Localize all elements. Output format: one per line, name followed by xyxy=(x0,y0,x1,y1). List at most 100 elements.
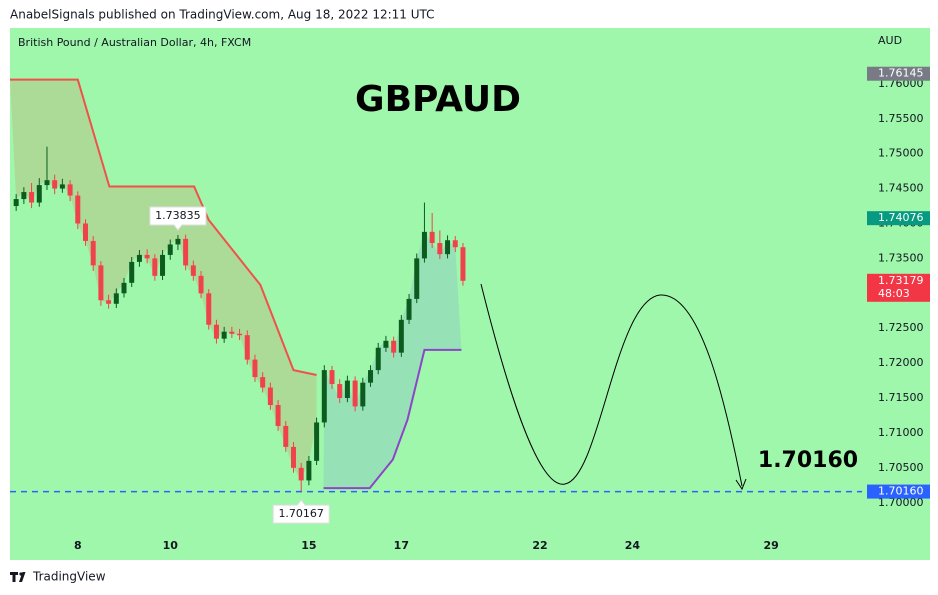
candle-body xyxy=(160,254,166,276)
candle-body xyxy=(21,192,27,200)
x-tick-label: 29 xyxy=(763,539,778,552)
candle-body xyxy=(144,254,150,259)
candle-body xyxy=(244,335,250,360)
plot-layer: 1.70000 1.70500 1.71000 1.71500 1.72000 1.725… xyxy=(10,66,930,552)
candle-body xyxy=(321,370,327,423)
candle-body xyxy=(206,293,212,325)
candle-body xyxy=(90,240,96,266)
candle-body xyxy=(290,446,296,468)
y-tick-label: 1.75000 xyxy=(878,147,924,160)
price-label: 1.74076 xyxy=(878,211,924,224)
candle-body xyxy=(175,238,181,245)
callout-label: 1.73835 xyxy=(155,209,201,222)
candle-body xyxy=(29,192,35,203)
y-tick-label: 1.71000 xyxy=(878,426,924,439)
candle-body xyxy=(52,180,58,189)
candle-body xyxy=(59,184,65,189)
x-tick-label: 10 xyxy=(163,539,179,552)
price-label-box xyxy=(867,66,930,81)
candle-body xyxy=(167,244,173,255)
candle-body xyxy=(329,370,335,385)
candle-body xyxy=(198,275,204,294)
publisher-line: AnabelSignals published on TradingView.c… xyxy=(10,8,435,22)
x-tick-label: 8 xyxy=(74,539,82,552)
y-tick-label: 1.74500 xyxy=(878,182,924,195)
footer-brand: TradingView xyxy=(32,570,106,584)
x-tick-label: 15 xyxy=(301,539,316,552)
indicator-line xyxy=(10,78,317,376)
y-tick-label: 1.72500 xyxy=(878,321,924,334)
candle-body xyxy=(375,347,381,371)
projection-arrowhead xyxy=(735,478,747,491)
x-tick-label: 17 xyxy=(394,539,409,552)
candle-body xyxy=(121,282,127,294)
callout-label: 1.70167 xyxy=(278,507,324,520)
chart-title: GBPAUD xyxy=(355,79,521,120)
candle-body xyxy=(275,405,281,426)
candle-body xyxy=(344,380,350,399)
candle-body xyxy=(360,382,366,407)
candle-body xyxy=(75,195,81,224)
indicator-area xyxy=(323,231,462,489)
candle-body xyxy=(406,298,412,320)
candle-body xyxy=(106,300,112,304)
price-label: 1.70160 xyxy=(878,485,924,498)
candle-body xyxy=(414,258,420,299)
price-sublabel: 48:03 xyxy=(878,287,910,300)
candle-body xyxy=(460,247,466,281)
level-annotation: 1.70160 xyxy=(758,448,858,473)
y-tick-label: 1.73500 xyxy=(878,251,924,264)
footer-logo xyxy=(10,572,26,582)
candle-body xyxy=(368,370,374,383)
currency-label: AUD xyxy=(878,34,902,47)
symbol-label: British Pound / Australian Dollar, 4h, F… xyxy=(18,36,251,49)
candle-body xyxy=(252,359,258,378)
candle-body xyxy=(221,331,227,339)
candle-body xyxy=(391,340,397,353)
price-label: 1.76145 xyxy=(878,67,924,80)
candle-body xyxy=(229,331,235,334)
indicator-line xyxy=(323,348,462,490)
y-tick-label: 1.71500 xyxy=(878,391,924,404)
price-label-box xyxy=(867,273,930,302)
x-tick-label: 22 xyxy=(532,539,547,552)
price-label-box xyxy=(867,211,930,226)
candle-body xyxy=(190,265,196,276)
projection-curve xyxy=(480,283,743,487)
candle-body xyxy=(44,180,50,186)
candle-body xyxy=(437,243,443,255)
candle-body xyxy=(267,387,273,406)
candle-body xyxy=(136,254,142,262)
candle-body xyxy=(36,185,42,203)
candle-body xyxy=(298,467,304,481)
candle-body xyxy=(152,258,158,276)
candle-body xyxy=(398,319,404,353)
candle-body xyxy=(67,184,73,196)
candle-body xyxy=(113,293,119,304)
y-tick-label: 1.75500 xyxy=(878,112,924,125)
callout-box xyxy=(272,499,330,524)
candle-body xyxy=(213,324,219,339)
callout-box xyxy=(149,206,207,231)
candle-body xyxy=(129,261,135,283)
y-tick-label: 1.70000 xyxy=(878,496,924,509)
candle-body xyxy=(452,240,458,248)
candle-body xyxy=(337,384,343,399)
price-label: 1.73179 xyxy=(878,274,924,287)
y-tick-label: 1.70500 xyxy=(878,461,924,474)
candle-body xyxy=(421,231,427,259)
plot-background xyxy=(10,28,930,560)
candle-body xyxy=(237,333,243,336)
candle-body xyxy=(306,460,312,481)
candle-body xyxy=(429,231,435,244)
candle-body xyxy=(445,240,451,255)
y-tick-label: 1.72000 xyxy=(878,356,924,369)
candle-body xyxy=(98,265,104,301)
candle-body xyxy=(352,380,358,407)
candle-body xyxy=(283,425,289,447)
x-tick-label: 24 xyxy=(625,539,641,552)
candle-body xyxy=(183,238,189,266)
price-label-box xyxy=(867,484,930,499)
candle-body xyxy=(383,340,389,348)
